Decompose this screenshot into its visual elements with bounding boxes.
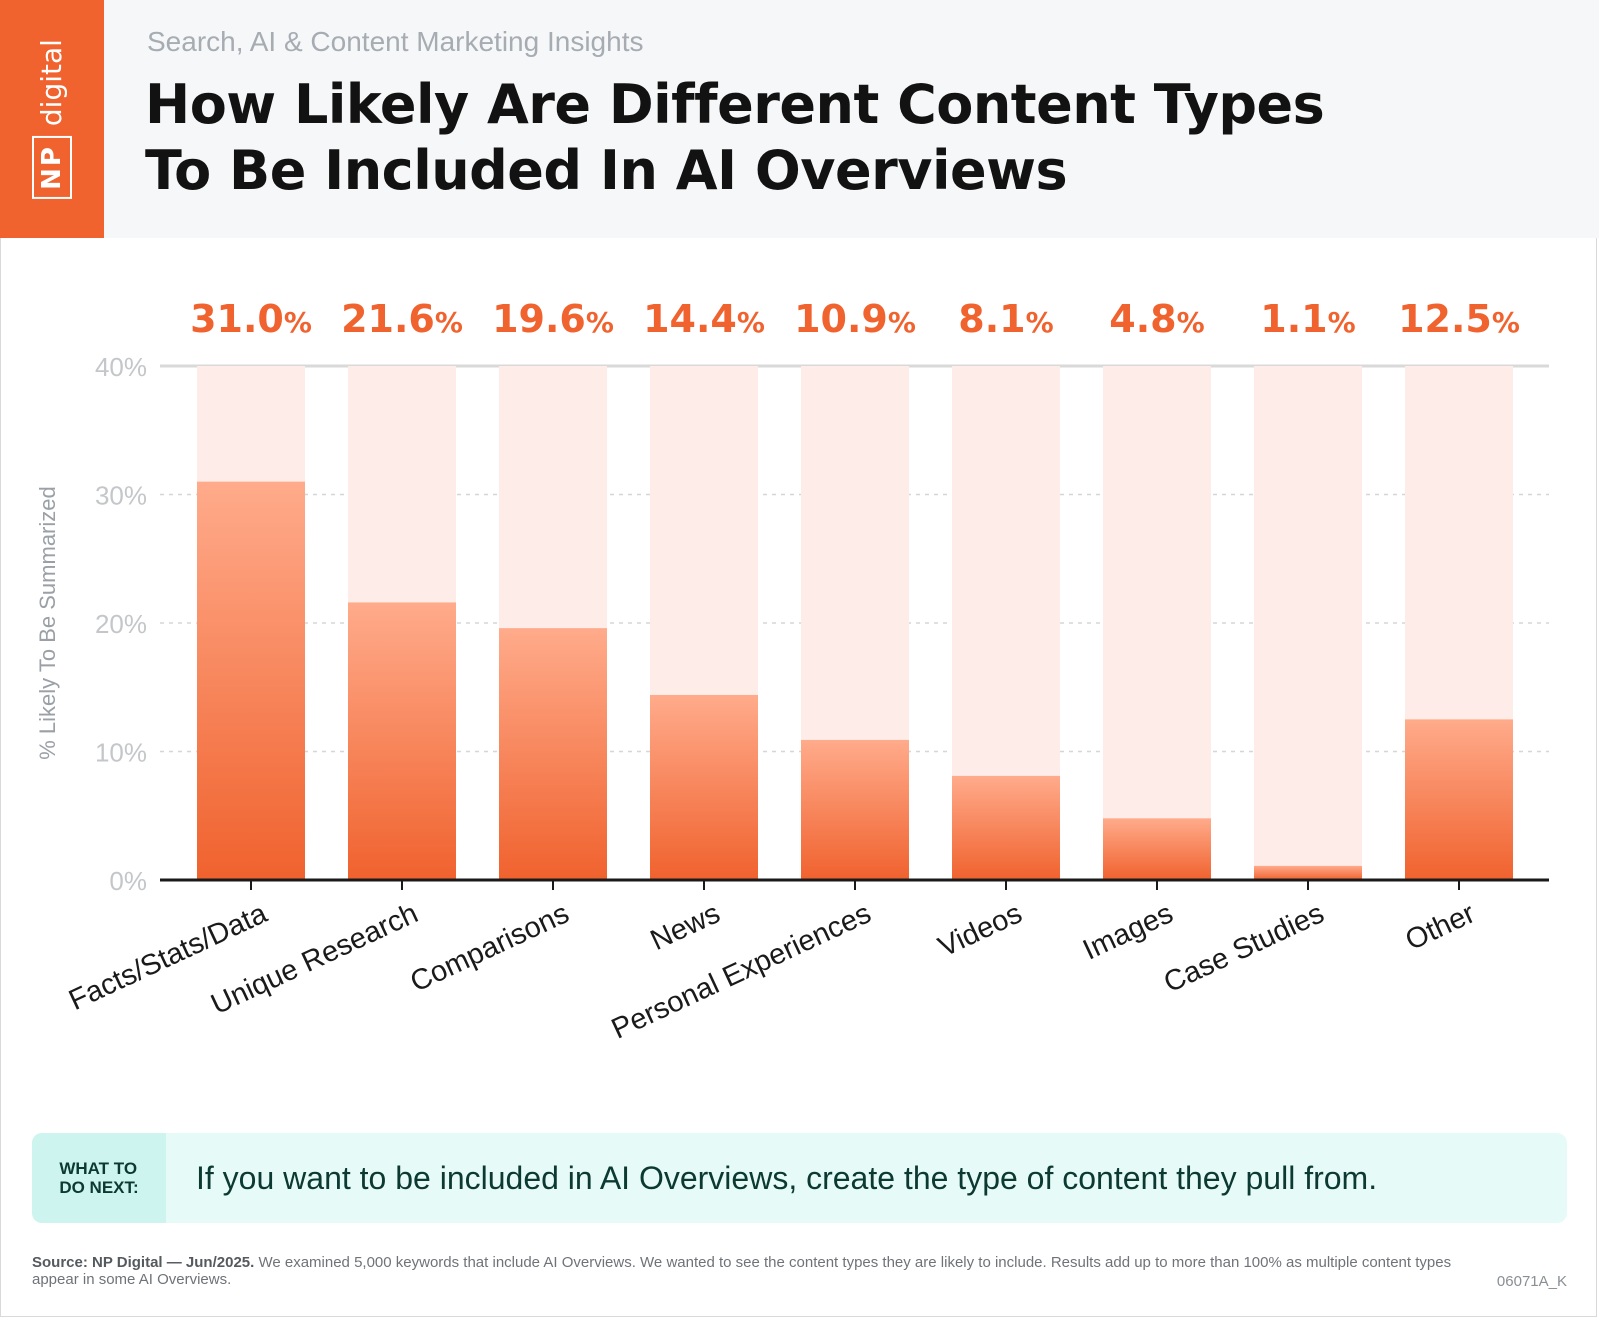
source-note: Source: NP Digital — Jun/2025. We examin… (32, 1254, 1452, 1288)
category-label-9: Other (1401, 897, 1481, 957)
y-tick-label-0: 0% (109, 866, 147, 896)
value-label-4: 14.4% (643, 297, 765, 341)
value-label-9: 12.5% (1398, 297, 1520, 341)
value-label-7: 4.8% (1109, 297, 1204, 341)
eyebrow-text: Search, AI & Content Marketing Insights (147, 26, 644, 57)
value-label-5: 10.9% (794, 297, 916, 341)
page-title: How Likely Are Different Content Types T… (145, 72, 1545, 204)
callout-tag-line-1: WHAT TO (59, 1159, 138, 1178)
logo-wordmark: digital (35, 39, 68, 127)
callout-tag-line-2: DO NEXT: (59, 1178, 139, 1197)
bar-5 (801, 739, 909, 880)
category-label-7: Images (1078, 897, 1178, 966)
bar-7 (1103, 818, 1211, 880)
y-axis-title: % Likely To Be Summarized (35, 486, 60, 760)
header: NP digital Search, AI & Content Marketin… (0, 0, 1599, 238)
bar-chart: 0% 10% 20% 30% 40% 31.0% 21.6% 19.6% 14.4% 10.9% 8… (35, 297, 1549, 1046)
value-label-6: 8.1% (958, 297, 1053, 341)
axes (160, 878, 1549, 890)
source-description: We examined 5,000 keywords that include … (32, 1254, 1452, 1288)
value-label-3: 19.6% (492, 297, 614, 341)
y-tick-label-40: 40% (95, 352, 147, 382)
value-label-2: 21.6% (341, 297, 463, 341)
bar-2 (348, 602, 456, 880)
bar-3 (499, 628, 607, 880)
bar-4 (650, 694, 758, 880)
y-tick-label-20: 20% (95, 609, 147, 639)
category-label-4: News (646, 897, 725, 957)
source-label: Source: NP Digital — Jun/2025. (32, 1254, 255, 1271)
title-line-2: To Be Included In AI Overviews (145, 139, 1068, 202)
np-digital-logo: NP digital (0, 0, 104, 238)
bar-9 (1405, 719, 1513, 880)
y-tick-label-30: 30% (95, 481, 147, 511)
bar-8 (1254, 865, 1362, 880)
logo-np-mark: NP (32, 136, 72, 199)
value-label-8: 1.1% (1260, 297, 1355, 341)
bars (197, 481, 1513, 880)
bar-6 (952, 775, 1060, 880)
y-tick-label-10: 10% (95, 738, 147, 768)
callout-tag: WHAT TO DO NEXT: (32, 1133, 166, 1223)
what-to-do-next-callout: WHAT TO DO NEXT: If you want to be inclu… (32, 1133, 1567, 1223)
chart-code: 06071A_K (1496, 1273, 1567, 1290)
bar-track-8 (1254, 366, 1362, 880)
category-label-6: Videos (934, 897, 1027, 963)
bar-1 (197, 481, 305, 880)
value-label-1: 31.0% (190, 297, 312, 341)
category-label-5: Personal Experiences (607, 897, 876, 1045)
bar-track-7 (1103, 366, 1211, 880)
category-label-3: Comparisons (406, 897, 574, 998)
category-label-8: Case Studies (1159, 897, 1329, 999)
callout-text: If you want to be included in AI Overvie… (196, 1159, 1378, 1196)
title-line-1: How Likely Are Different Content Types (145, 73, 1325, 136)
